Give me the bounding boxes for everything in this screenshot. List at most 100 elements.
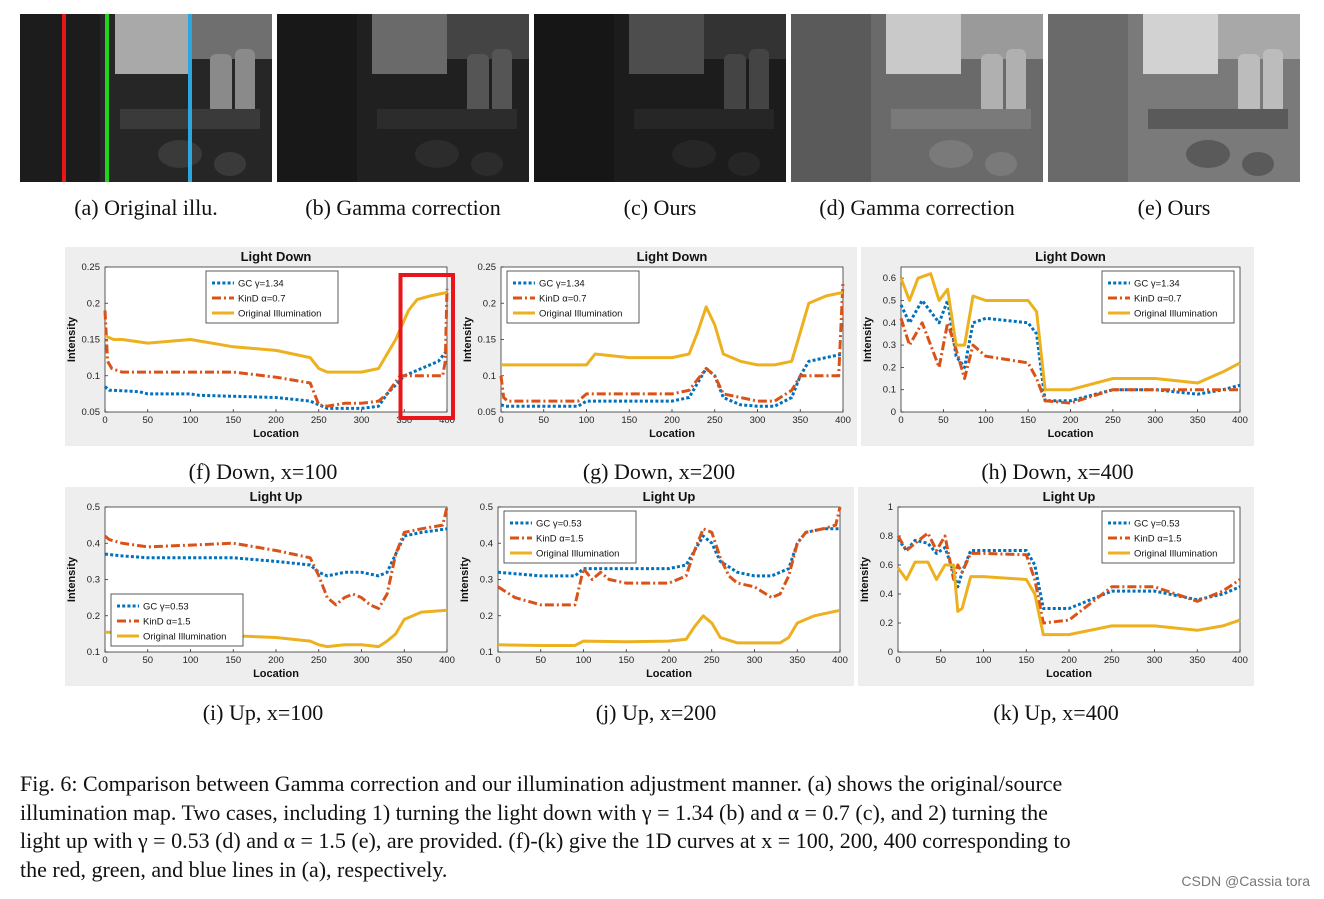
y-tick-label: 0.2: [480, 611, 493, 622]
scene-bottle: [749, 49, 769, 114]
scene-shelf: [891, 109, 1031, 129]
y-tick-label: 0.2: [880, 618, 893, 629]
x-axis-label: Location: [1046, 668, 1092, 680]
scene-object: [158, 140, 202, 168]
legend-label: KinD α=0.7: [539, 294, 586, 305]
scene-shelf: [377, 109, 517, 129]
scene-wall: [1048, 14, 1128, 182]
scene-bottle: [235, 49, 255, 114]
scene-window: [190, 14, 272, 59]
scene-bottle: [724, 54, 746, 114]
chart-title: Light Up: [250, 489, 303, 504]
x-tick-label: 250: [1105, 415, 1121, 426]
series-line: [896, 531, 1241, 625]
y-tick-label: 0.6: [880, 560, 893, 571]
x-tick-label: 50: [142, 655, 153, 666]
y-axis-label: Intensity: [459, 556, 471, 602]
x-tick-label: 0: [898, 415, 903, 426]
scene-bottle: [467, 54, 489, 114]
series-line: [104, 290, 448, 374]
x-tick-label: 0: [895, 655, 900, 666]
x-tick-label: 0: [102, 655, 107, 666]
scene-bottle: [981, 54, 1003, 114]
y-tick-label: 0.1: [883, 385, 896, 396]
scene-bottle: [1263, 49, 1283, 114]
legend-label: Original Illumination: [1134, 309, 1217, 320]
legend-label: KinD α=1.5: [1134, 534, 1181, 545]
scene-shelf: [634, 109, 774, 129]
y-tick-label: 0.5: [87, 502, 100, 513]
y-tick-label: 0.1: [483, 371, 496, 382]
legend-label: KinD α=1.5: [143, 617, 190, 628]
legend-label: GC γ=1.34: [238, 279, 284, 290]
figure-caption-line: illumination map. Two cases, including 1…: [20, 799, 1048, 825]
caption-e: (e) Ours: [1137, 195, 1211, 220]
y-tick-label: 0.8: [880, 531, 893, 542]
illumination-image-c: [534, 14, 786, 182]
scene-shelf: [1148, 109, 1288, 129]
x-tick-label: 350: [1190, 415, 1206, 426]
x-tick-label: 250: [704, 655, 720, 666]
x-tick-label: 100: [976, 655, 992, 666]
x-axis-label: Location: [253, 428, 299, 440]
x-axis-label: Location: [646, 668, 692, 680]
chart-title: Light Down: [241, 249, 312, 264]
scene-wall: [277, 14, 357, 182]
x-tick-label: 400: [1232, 655, 1248, 666]
series-line: [103, 288, 449, 408]
figure-caption-line: light up with γ = 0.53 (d) and α = 1.5 (…: [20, 828, 1071, 853]
y-tick-label: 0.4: [87, 538, 100, 549]
series-line: [104, 506, 449, 610]
y-tick-label: 0.1: [87, 371, 100, 382]
series-line: [896, 560, 1241, 637]
highlight-box: [398, 273, 455, 420]
x-tick-label: 150: [225, 415, 241, 426]
y-tick-label: 0.2: [87, 298, 100, 309]
x-tick-label: 0: [102, 415, 107, 426]
series-line: [899, 272, 1241, 392]
x-axis-label: Location: [253, 668, 299, 680]
x-axis-label: Location: [649, 428, 695, 440]
chart-title: Light Down: [637, 249, 708, 264]
caption-a: (a) Original illu.: [74, 195, 218, 220]
legend-label: GC γ=1.34: [539, 279, 585, 290]
legend-label: GC γ=1.34: [1134, 279, 1180, 290]
x-tick-label: 350: [1189, 655, 1205, 666]
x-tick-label: 400: [832, 655, 848, 666]
y-axis-label: Intensity: [859, 556, 871, 602]
y-tick-label: 0.5: [480, 502, 493, 513]
y-tick-label: 0.25: [478, 262, 497, 273]
x-tick-label: 200: [661, 655, 677, 666]
caption-h: (h) Down, x=400: [981, 459, 1134, 484]
x-tick-label: 150: [225, 655, 241, 666]
scene-window: [704, 14, 786, 59]
x-tick-label: 350: [792, 415, 808, 426]
scene-wall: [534, 14, 614, 182]
x-tick-label: 200: [268, 655, 284, 666]
scene-object: [929, 140, 973, 168]
illumination-image-a: [20, 14, 272, 182]
legend-label: GC γ=0.53: [536, 519, 582, 530]
scene-wall: [791, 14, 871, 182]
legend-label: GC γ=0.53: [143, 602, 189, 613]
scene-bottle: [1238, 54, 1260, 114]
x-tick-label: 200: [664, 415, 680, 426]
x-tick-label: 200: [1063, 415, 1079, 426]
x-tick-label: 100: [183, 415, 199, 426]
plot-panel-f: Light Down 0 50 100 150 200 250 300 350 400 0.05 0.…: [65, 247, 461, 446]
x-tick-label: 250: [1104, 655, 1120, 666]
y-axis-label: Intensity: [66, 316, 78, 362]
y-tick-label: 0.3: [87, 575, 100, 586]
y-tick-label: 0.3: [480, 575, 493, 586]
series-line: [501, 290, 844, 367]
scene-window: [447, 14, 529, 59]
x-tick-label: 50: [142, 415, 153, 426]
y-axis-label: Intensity: [462, 316, 474, 362]
figure-caption: Fig. 6: Comparison between Gamma correct…: [20, 770, 1302, 884]
x-tick-label: 50: [535, 655, 546, 666]
y-tick-label: 0.2: [87, 611, 100, 622]
scene-bottle: [210, 54, 232, 114]
plot-panel-j: Light Up 0 50 100 150 200 250 300 350 400 0.1 0.2 0.…: [458, 487, 854, 686]
x-tick-label: 400: [439, 415, 455, 426]
legend-label: Original Illumination: [539, 309, 622, 320]
